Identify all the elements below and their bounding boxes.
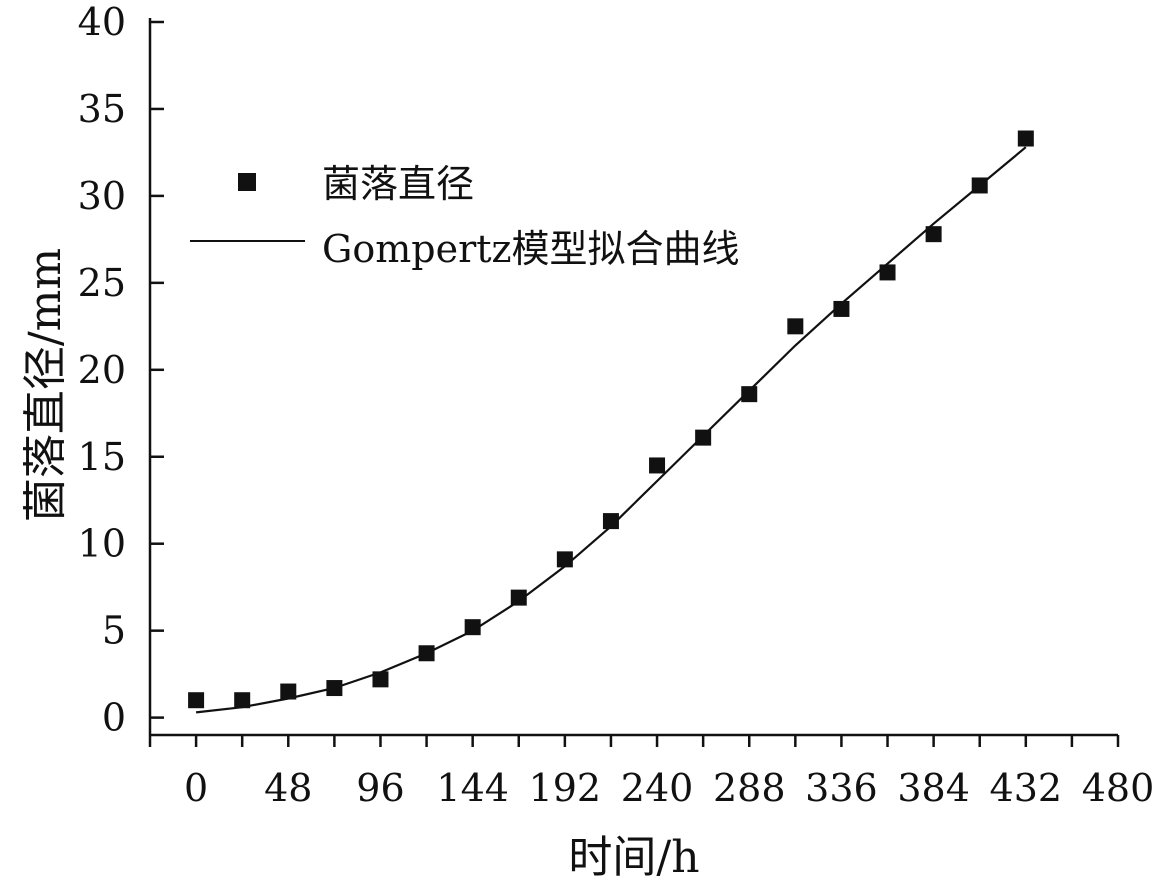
y-tick-label: 20 [78, 348, 126, 392]
data-point [971, 177, 988, 194]
y-tick-label: 30 [78, 174, 126, 218]
data-point [464, 619, 481, 636]
x-tick-label: 144 [436, 766, 509, 810]
data-point [326, 680, 343, 697]
data-point [787, 318, 804, 335]
x-tick-label: 336 [805, 766, 878, 810]
data-point [510, 589, 527, 606]
x-tick-label: 480 [1082, 766, 1155, 810]
legend-label-scatter: 菌落直径 [322, 162, 474, 206]
x-tick-label: 96 [356, 766, 404, 810]
x-tick-label: 0 [184, 766, 208, 810]
x-tick-label: 432 [990, 766, 1063, 810]
data-point [372, 671, 389, 688]
legend-marker-square [238, 173, 256, 191]
plot-area [188, 130, 1034, 714]
data-point [695, 429, 712, 446]
y-tick-label: 25 [78, 261, 126, 305]
data-point [1017, 130, 1034, 147]
data-point [188, 692, 205, 709]
y-tick-label: 40 [78, 0, 126, 44]
x-tick-label: 384 [897, 766, 970, 810]
x-tick-label: 192 [529, 766, 602, 810]
data-point [879, 264, 896, 281]
y-tick-label: 15 [78, 435, 126, 479]
data-point [925, 226, 942, 243]
x-axis-title: 时间/h [568, 832, 699, 883]
data-point [418, 645, 435, 662]
data-point [556, 551, 573, 568]
y-tick-label: 0 [102, 696, 126, 740]
data-point [833, 300, 850, 317]
legend: 菌落直径 Gompertz模型拟合曲线 [190, 162, 740, 271]
data-point [602, 513, 619, 530]
y-tick-label: 35 [78, 87, 126, 131]
data-point [234, 692, 251, 709]
legend-label-line: Gompertz模型拟合曲线 [322, 227, 740, 271]
data-point [741, 386, 758, 403]
y-axis-title: 菌落直径/mm [20, 248, 71, 522]
x-axis: 0 48 96 144 192 240 288 336 384 432 480 [148, 733, 1155, 810]
x-tick-label: 288 [713, 766, 786, 810]
data-point [649, 457, 666, 474]
y-tick-label: 10 [78, 522, 126, 566]
y-axis: 0 5 10 15 20 25 30 35 40 [78, 0, 164, 740]
x-tick-label: 48 [264, 766, 312, 810]
y-tick-label: 5 [102, 609, 126, 653]
data-point [280, 683, 297, 700]
x-tick-label: 240 [621, 766, 694, 810]
